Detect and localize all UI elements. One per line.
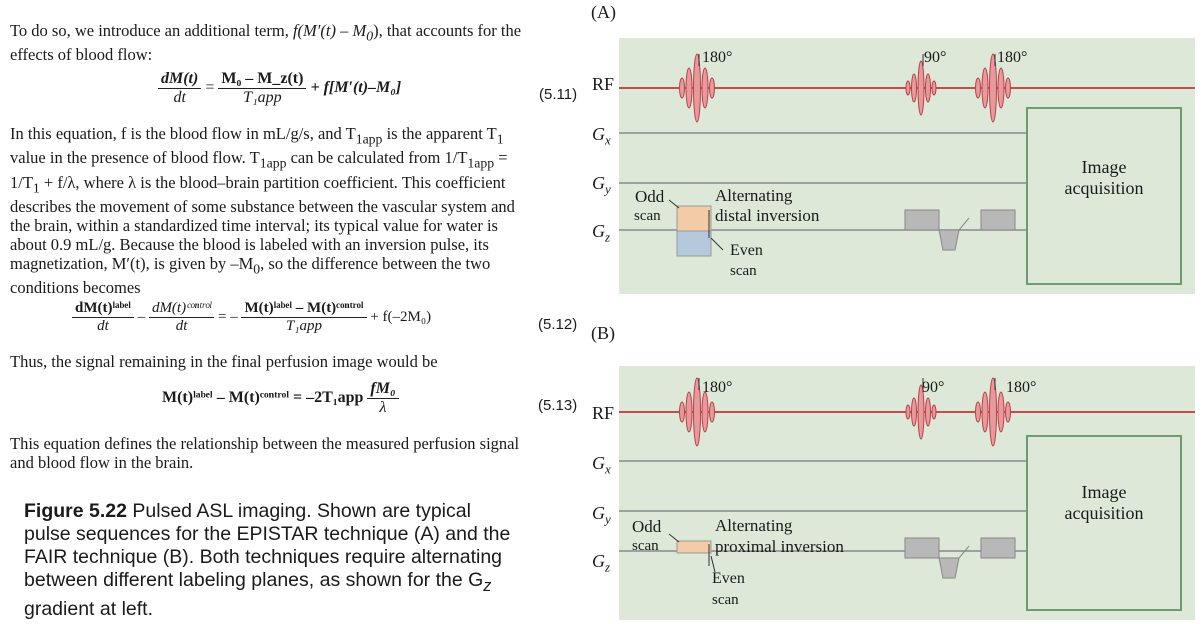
even-scan-label-b: scan [712, 592, 739, 608]
equation-5-11: dM(t) dt = M₀ – M_z(t) T₁app + f[M′(t)–M₀] [158, 70, 583, 120]
equation-5-12: dM(t)ˡᵃᵇᵉˡ dt – dM(t)ᶜᵒⁿᵗʳᵒˡ dt = – M(t)ˡᵃ… [72, 300, 542, 344]
panel-b-label: (B) [591, 323, 615, 343]
equation-5-13: M(t)ˡᵃᵇᵉˡ – M(t)ᶜᵒⁿᵗʳᵒˡ = –2T₁app fM₀ λ [162, 380, 502, 424]
intro-paragraph: To do so, we introduce an additional ter… [10, 21, 522, 65]
odd-label-a: Odd [635, 187, 665, 206]
gradient-neg-lobe-a [938, 229, 960, 251]
gradient-neg-lobe-b [938, 557, 960, 579]
angle-180-second-a: 180° [997, 49, 1028, 66]
panel-a-diagram [619, 38, 1195, 294]
gx-label-b: Gx [592, 453, 611, 477]
angle-180-second-b: 180° [1006, 379, 1037, 396]
gy-label-a: Gy [592, 173, 611, 197]
gradient-block-2-a [980, 209, 1016, 231]
image-acquisition-label-a: Image acquisition [1064, 157, 1144, 198]
angle-90-a: 90° [924, 49, 947, 66]
gradient-block-1-a [904, 209, 940, 231]
even-label-b: Even [712, 570, 745, 587]
gx-label-a: Gx [592, 124, 611, 148]
rf-pulse-180-first-a [679, 53, 715, 123]
image-acquisition-label-b: Image acquisition [1064, 482, 1144, 523]
odd-scan-label-b: scan [632, 538, 659, 554]
rf-pulse-90-b [905, 384, 937, 440]
panel-b-diagram [619, 366, 1195, 620]
even-label-a: Even [730, 242, 763, 259]
angle-90-b: 90° [922, 379, 945, 396]
rf-pulse-180-second-a [975, 53, 1011, 123]
panel-a-label: (A) [591, 2, 616, 22]
odd-label-b: Odd [632, 517, 662, 536]
angle-180-first-b: 180° [702, 379, 733, 396]
even-scan-label-a: scan [730, 263, 757, 279]
rf-pulse-180-first-b [679, 377, 715, 447]
blood-flow-paragraph: In this equation, f is the blood flow in… [10, 124, 515, 298]
equation-number-5-13: (5.13) [538, 397, 578, 414]
defines-paragraph: This equation defines the relationship b… [10, 434, 520, 472]
even-pointer-a [710, 237, 724, 251]
equation-number-5-12: (5.12) [538, 316, 578, 333]
even-pointer-b [710, 555, 716, 573]
thus-line: Thus, the signal remaining in the final … [10, 352, 438, 371]
gradient-block-1-b [904, 537, 940, 559]
gz-label-a: Gz [592, 221, 611, 245]
equation-number-5-11: (5.11) [539, 86, 578, 103]
alternating-label-a: Alternating [715, 186, 793, 205]
rf-label-b: RF [592, 403, 615, 423]
angle-180-first-a: 180° [702, 49, 733, 66]
rf-pulse-180-second-b [975, 377, 1011, 447]
distal-inversion-label-a: distal inversion [715, 206, 820, 225]
odd-scan-block-b [676, 540, 712, 554]
gy-label-b: Gy [592, 503, 611, 527]
rf-pulse-90-a [905, 60, 937, 116]
figure-caption: Figure 5.22 Pulsed ASL imaging. Shown ar… [24, 500, 511, 620]
gradient-block-2-b [980, 537, 1016, 559]
image-acquisition-box-b [1026, 435, 1182, 611]
proximal-inversion-label-b: proximal inversion [715, 537, 844, 556]
rf-label-a: RF [592, 74, 615, 94]
alternating-label-b: Alternating [715, 516, 793, 535]
odd-pointer-a [668, 199, 680, 209]
gz-label-b: Gz [592, 551, 611, 575]
figure-label: Figure 5.22 [24, 500, 127, 522]
odd-pointer-b [668, 533, 680, 543]
odd-scan-block-a [676, 205, 712, 232]
odd-scan-label-a: scan [634, 208, 661, 224]
image-acquisition-box-a [1026, 107, 1182, 285]
even-scan-block-a [676, 230, 712, 257]
